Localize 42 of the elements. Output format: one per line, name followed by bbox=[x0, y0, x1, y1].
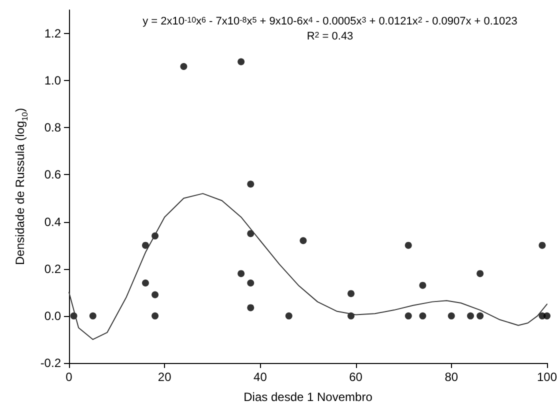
point bbox=[238, 58, 245, 66]
point bbox=[419, 282, 426, 289]
point bbox=[538, 242, 546, 249]
point bbox=[152, 312, 159, 320]
point bbox=[247, 180, 254, 188]
point bbox=[476, 312, 484, 320]
y-tick-label: 0.0 bbox=[44, 308, 62, 323]
x-tick-label: 0 bbox=[66, 370, 73, 384]
y-tick-label: 0.2 bbox=[44, 262, 62, 276]
point bbox=[467, 312, 474, 320]
x-tick-label: 100 bbox=[536, 370, 558, 384]
x-tick-label: 20 bbox=[158, 370, 172, 384]
point bbox=[448, 312, 455, 320]
point bbox=[238, 270, 245, 278]
y-tick-label: 1.2 bbox=[44, 26, 62, 41]
point bbox=[348, 290, 355, 298]
point bbox=[247, 279, 254, 286]
x-tick-label: 40 bbox=[254, 370, 268, 384]
point bbox=[247, 304, 254, 312]
point bbox=[180, 62, 188, 70]
point bbox=[89, 312, 96, 320]
y-axis-title: Densidade de Russula (log10) bbox=[13, 108, 30, 265]
y-tick-label: 1.0 bbox=[44, 74, 62, 88]
point bbox=[247, 230, 254, 238]
y-tick-label: -0.2 bbox=[40, 356, 62, 370]
x-axis-title: Dias desde 1 Novembro bbox=[244, 390, 373, 404]
x-tick-label: 80 bbox=[444, 370, 458, 384]
point bbox=[142, 279, 149, 286]
point bbox=[419, 312, 426, 320]
point bbox=[285, 312, 292, 320]
y-tick-label: 0.6 bbox=[44, 168, 62, 182]
y-tick-label: 0.8 bbox=[44, 120, 62, 135]
point bbox=[300, 237, 307, 244]
point bbox=[404, 312, 412, 320]
point bbox=[152, 291, 159, 298]
line-series bbox=[68, 193, 548, 340]
point bbox=[543, 312, 550, 320]
x-tick-label: 60 bbox=[349, 370, 363, 384]
point bbox=[404, 242, 412, 249]
point bbox=[476, 270, 484, 278]
y-tick-label: 0.4 bbox=[44, 214, 62, 229]
point bbox=[142, 242, 149, 249]
